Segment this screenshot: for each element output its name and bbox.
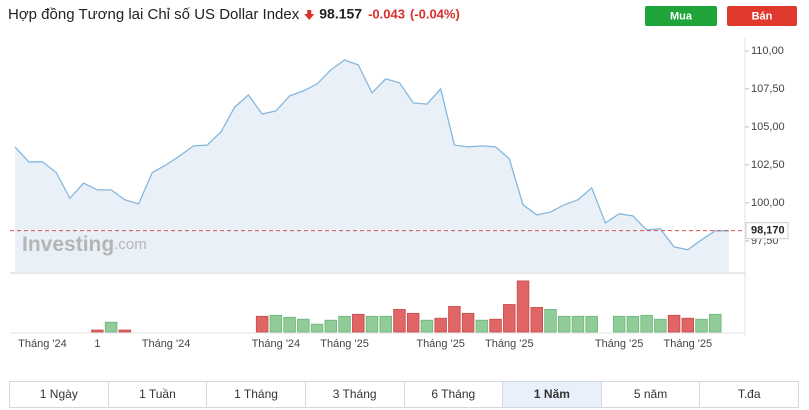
sell-label[interactable]: Bán [752,10,773,22]
range-tab[interactable]: 1 Ngày [10,382,109,407]
volume-bar [379,315,392,333]
range-tab[interactable]: 6 Tháng [405,382,504,407]
range-tab[interactable]: 1 Năm [503,382,602,407]
last-price-box [745,222,789,240]
volume-bar [434,317,447,333]
y-tick-label: 100,00 [751,197,785,209]
buy-label[interactable]: Mua [670,10,693,22]
volume-bar [695,318,708,333]
change: -0.043 [368,6,405,21]
volume-bar [324,319,338,333]
last-price-label: 98,170 [751,225,785,237]
volume-bar [544,309,557,333]
volume-bar [420,319,434,333]
volume-bar [667,314,681,333]
volume-bar [516,280,530,333]
volume-bar [571,315,585,333]
volume-bar [681,317,695,333]
volume-bar [640,314,653,333]
volume-bar [352,313,365,333]
volume-bar [626,315,640,333]
volume-bar [283,316,296,333]
watermark-brand: Investing [22,233,114,256]
volume-bar [709,313,722,333]
volume-bar [338,315,351,333]
volume-bar [255,315,269,333]
x-tick-label: Tháng '24 [252,338,301,350]
volume-bar [612,315,626,333]
title: Hợp đồng Tương lai Chỉ số US Dollar Inde… [8,6,300,23]
x-tick-label: Tháng '25 [320,338,369,350]
volume-bar [503,304,516,333]
price: 98.157 [319,6,362,22]
x-tick-label: Tháng '25 [595,338,644,350]
volume-bar [393,309,406,333]
volume-bar [310,323,324,333]
x-tick-label: 1 [94,338,100,350]
x-tick-label: Tháng '24 [18,338,67,350]
volume-bar [475,319,489,333]
change-pct: (-0.04%) [410,6,460,21]
range-tabs: 1 Ngày 1 Tuần 1 Tháng 3 Tháng 6 Tháng 1 Năm 5 … [9,381,799,408]
volume-bar [104,321,118,333]
buy-button[interactable] [645,6,717,26]
y-tick-label: 105,00 [751,121,785,133]
x-tick-label: Tháng '24 [142,338,191,350]
down-arrow [304,10,315,20]
range-tab[interactable]: 3 Tháng [306,382,405,407]
volume-bar [557,315,571,333]
x-tick-label: Tháng '25 [664,338,713,350]
watermark: Investing.com [22,233,147,256]
volume-bar [530,307,544,333]
volume-bar [489,318,502,333]
volume-bar [91,329,104,333]
x-tick-label: Tháng '25 [485,338,534,350]
range-tab[interactable]: T.đa [737,387,761,401]
y-tick-label: 102,50 [751,159,785,171]
sell-button[interactable] [727,6,797,26]
volume-bar [654,318,667,333]
volume-bar [365,315,379,333]
chart: Hợp đồng Tương lai Chỉ số US Dollar Inde… [8,6,797,350]
watermark-suffix: .com [114,236,147,253]
volume-bar [461,312,475,333]
volume-bar [448,306,461,333]
volume-bar [585,315,598,333]
volume-bar [118,329,132,333]
volume-bar [406,312,420,333]
y-tick-label: 107,50 [751,83,785,95]
price-line [14,59,729,251]
range-tab[interactable]: 1 Tuần [109,382,208,407]
volume-bar [269,314,283,333]
volume-bar [297,318,310,333]
price-area [15,60,729,272]
x-tick-label: Tháng '25 [416,338,465,350]
range-tab[interactable]: 1 Tháng [207,382,306,407]
y-tick-label: 110,00 [751,45,784,57]
range-tab[interactable]: 5 năm [602,382,701,407]
